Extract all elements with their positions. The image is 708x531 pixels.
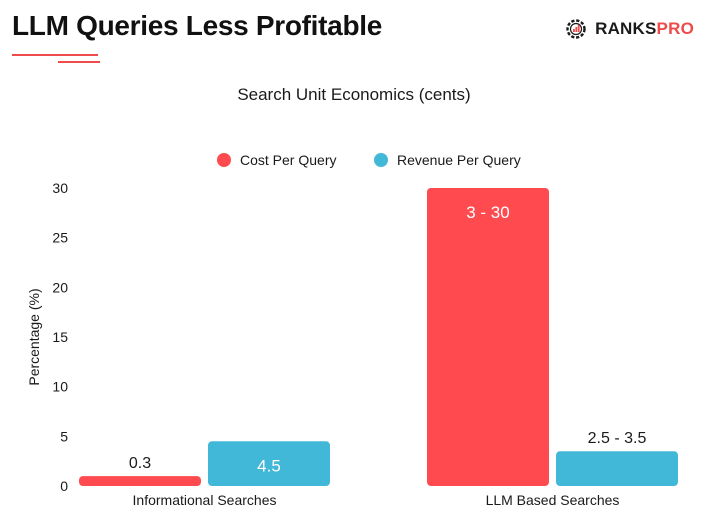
title-underline (12, 54, 98, 56)
legend-marker-1 (217, 153, 231, 167)
y-tick-label: 0 (60, 478, 68, 494)
brand-ranks: RANKS (595, 19, 657, 38)
chart-title: Search Unit Economics (cents) (237, 85, 470, 104)
brand-name: RANKSPRO (595, 19, 694, 39)
legend-label-1: Cost Per Query (240, 152, 336, 168)
y-axis-label: Percentage (%) (26, 288, 42, 385)
page-title: LLM Queries Less Profitable (12, 10, 382, 41)
legend-label-2: Revenue Per Query (397, 152, 521, 168)
brand-logo: RANKSPRO (563, 16, 694, 42)
legend-marker-2 (374, 153, 388, 167)
bar-revenue (556, 451, 678, 486)
bar-data-label: 2.5 - 3.5 (588, 430, 647, 447)
y-tick-label: 20 (52, 279, 68, 295)
bar-data-label: 3 - 30 (466, 203, 509, 222)
x-tick-label: Informational Searches (133, 492, 277, 508)
y-tick-label: 25 (52, 230, 68, 246)
bar-cost (79, 476, 201, 486)
bar-data-label: 4.5 (257, 456, 281, 475)
y-tick-label: 30 (52, 180, 68, 196)
bar-data-label: 0.3 (129, 455, 151, 472)
gear-chart-icon (566, 19, 586, 39)
y-tick-label: 10 (52, 379, 68, 395)
bar-revenue (208, 441, 330, 486)
y-tick-label: 15 (52, 329, 68, 345)
x-tick-label: LLM Based Searches (486, 492, 620, 508)
y-tick-label: 5 (60, 428, 68, 444)
brand-pro: PRO (656, 19, 694, 38)
title-underline-accent (58, 61, 100, 63)
bar-cost (427, 188, 549, 486)
